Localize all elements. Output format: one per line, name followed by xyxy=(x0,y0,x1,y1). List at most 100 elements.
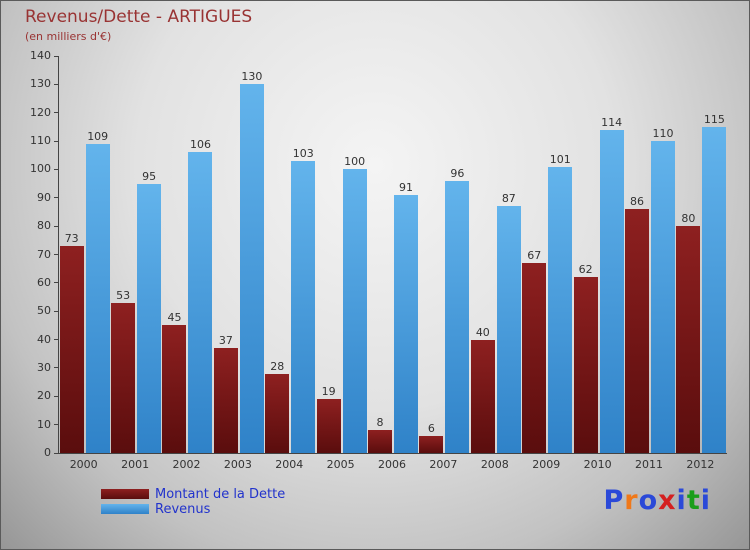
y-axis-tick-mark xyxy=(54,83,58,85)
y-axis-tick-mark xyxy=(54,282,58,284)
logo-letter: x xyxy=(658,485,677,516)
y-axis-tick-mark xyxy=(54,452,58,454)
bar-value-label: 100 xyxy=(344,155,366,169)
bar-group: 53 95 xyxy=(110,56,162,453)
bar-value-label: 91 xyxy=(399,180,414,194)
bar-value-label: 95 xyxy=(142,169,157,183)
y-axis-tick-mark xyxy=(54,140,58,142)
bar-wrap: 37 xyxy=(213,334,238,453)
y-axis-tick-mark xyxy=(54,367,58,369)
bar-group: 28 103 xyxy=(265,56,316,453)
bar-group: 8 91 xyxy=(367,56,419,453)
bar-value-label: 19 xyxy=(321,385,336,399)
bar-wrap: 110 xyxy=(650,127,675,453)
bar-wrap: 45 xyxy=(162,311,187,453)
y-axis-tick-label: 80 xyxy=(37,219,51,233)
bar-wrap: 73 xyxy=(59,232,84,453)
y-axis-tick-label: 100 xyxy=(30,162,51,176)
y-axis-tick-mark xyxy=(54,339,58,341)
y-axis-tick-mark xyxy=(54,424,58,426)
bar-wrap: 19 xyxy=(316,385,341,453)
logo-letter: i xyxy=(700,485,711,516)
x-axis-tick-label: 2007 xyxy=(429,458,458,471)
bar-value-label: 37 xyxy=(218,334,233,348)
bar-value-label: 67 xyxy=(527,249,542,262)
dette-bar xyxy=(522,263,547,453)
bar-wrap: 6 xyxy=(419,422,444,453)
legend-row-revenus: Revenus xyxy=(101,502,285,517)
dette-bar xyxy=(676,226,701,453)
bar-wrap: 8 xyxy=(368,416,393,453)
bars-row: 73 109 53 95 45 106 37 130 28 103 19 100 8 91 6 96 40 87 6… xyxy=(59,56,727,453)
y-axis-tick-mark xyxy=(54,168,58,170)
logo-letter: r xyxy=(624,485,639,516)
plot-area: 73 109 53 95 45 106 37 130 28 103 19 100 8 91 6 96 40 87 6… xyxy=(58,56,727,454)
legend-swatch-revenus xyxy=(101,504,149,514)
bar-wrap: 109 xyxy=(85,130,110,453)
revenus-bar xyxy=(239,84,264,453)
y-axis-tick-label: 50 xyxy=(37,304,51,318)
bar-value-label: 101 xyxy=(549,152,571,166)
y-axis-tick-label: 30 xyxy=(37,360,51,374)
bar-wrap: 100 xyxy=(342,155,367,453)
bar-value-label: 110 xyxy=(652,127,674,141)
bar-wrap: 95 xyxy=(137,169,162,453)
bar-wrap: 87 xyxy=(496,192,521,453)
bar-wrap: 101 xyxy=(548,152,573,453)
x-axis-tick-label: 2003 xyxy=(223,458,252,471)
bar-value-label: 62 xyxy=(578,263,593,277)
y-axis-tick-mark xyxy=(54,395,58,397)
logo-letter: o xyxy=(638,485,659,516)
bar-wrap: 86 xyxy=(624,195,649,453)
bar-group: 86 110 xyxy=(624,56,675,453)
bar-value-label: 53 xyxy=(116,288,131,302)
x-axis-tick-label: 2002 xyxy=(172,458,201,471)
bar-value-label: 80 xyxy=(681,212,696,226)
bar-value-label: 103 xyxy=(292,146,314,160)
y-axis-tick-label: 130 xyxy=(30,77,51,91)
bar-value-label: 115 xyxy=(703,112,725,126)
bar-value-label: 40 xyxy=(475,325,490,339)
logo-letter: i xyxy=(676,485,687,516)
x-axis-tick-label: 2011 xyxy=(634,458,663,471)
y-axis-tick-mark xyxy=(54,254,58,255)
x-axis-tick-label: 2004 xyxy=(275,458,304,471)
y-axis-tick-label: 90 xyxy=(37,190,51,204)
y-axis-tick-label: 110 xyxy=(30,134,51,148)
bar-group: 67 101 xyxy=(522,56,573,453)
x-axis-tick-label: 2001 xyxy=(121,458,150,471)
y-axis-tick-label: 10 xyxy=(37,417,51,431)
y-axis-tick-label: 70 xyxy=(37,247,51,261)
bar-group: 45 106 xyxy=(162,56,213,453)
bar-wrap: 91 xyxy=(394,180,419,453)
bar-wrap: 130 xyxy=(239,70,264,453)
bar-wrap: 62 xyxy=(573,263,598,453)
bar-wrap: 115 xyxy=(702,112,727,453)
x-axis-tick-label: 2012 xyxy=(686,458,715,471)
bar-wrap: 28 xyxy=(265,360,290,453)
logo-letter: t xyxy=(686,485,701,516)
bar-value-label: 114 xyxy=(601,115,623,129)
logo-letter: P xyxy=(603,485,625,516)
legend: Montant de la Dette Revenus xyxy=(101,487,285,517)
y-axis-tick-label: 40 xyxy=(37,332,51,346)
bar-value-label: 6 xyxy=(427,422,435,435)
bar-group: 6 96 xyxy=(419,56,470,453)
dette-bar xyxy=(419,436,444,453)
revenus-bar xyxy=(85,143,110,453)
bar-wrap: 40 xyxy=(470,325,495,453)
dette-bar xyxy=(111,302,136,453)
y-axis-tick-mark xyxy=(54,310,58,312)
x-axis-tick-label: 2006 xyxy=(378,458,407,471)
revenus-bar xyxy=(445,180,470,453)
bar-wrap: 106 xyxy=(188,138,213,453)
revenus-bar xyxy=(394,194,419,453)
legend-swatch-dette xyxy=(101,489,149,499)
y-axis-tick-mark xyxy=(54,55,58,57)
revenus-bar xyxy=(650,141,675,453)
x-axis-tick-label: 2000 xyxy=(69,458,98,471)
revenus-bar xyxy=(291,160,316,453)
revenus-bar xyxy=(496,206,521,453)
revenus-bar xyxy=(137,183,162,453)
